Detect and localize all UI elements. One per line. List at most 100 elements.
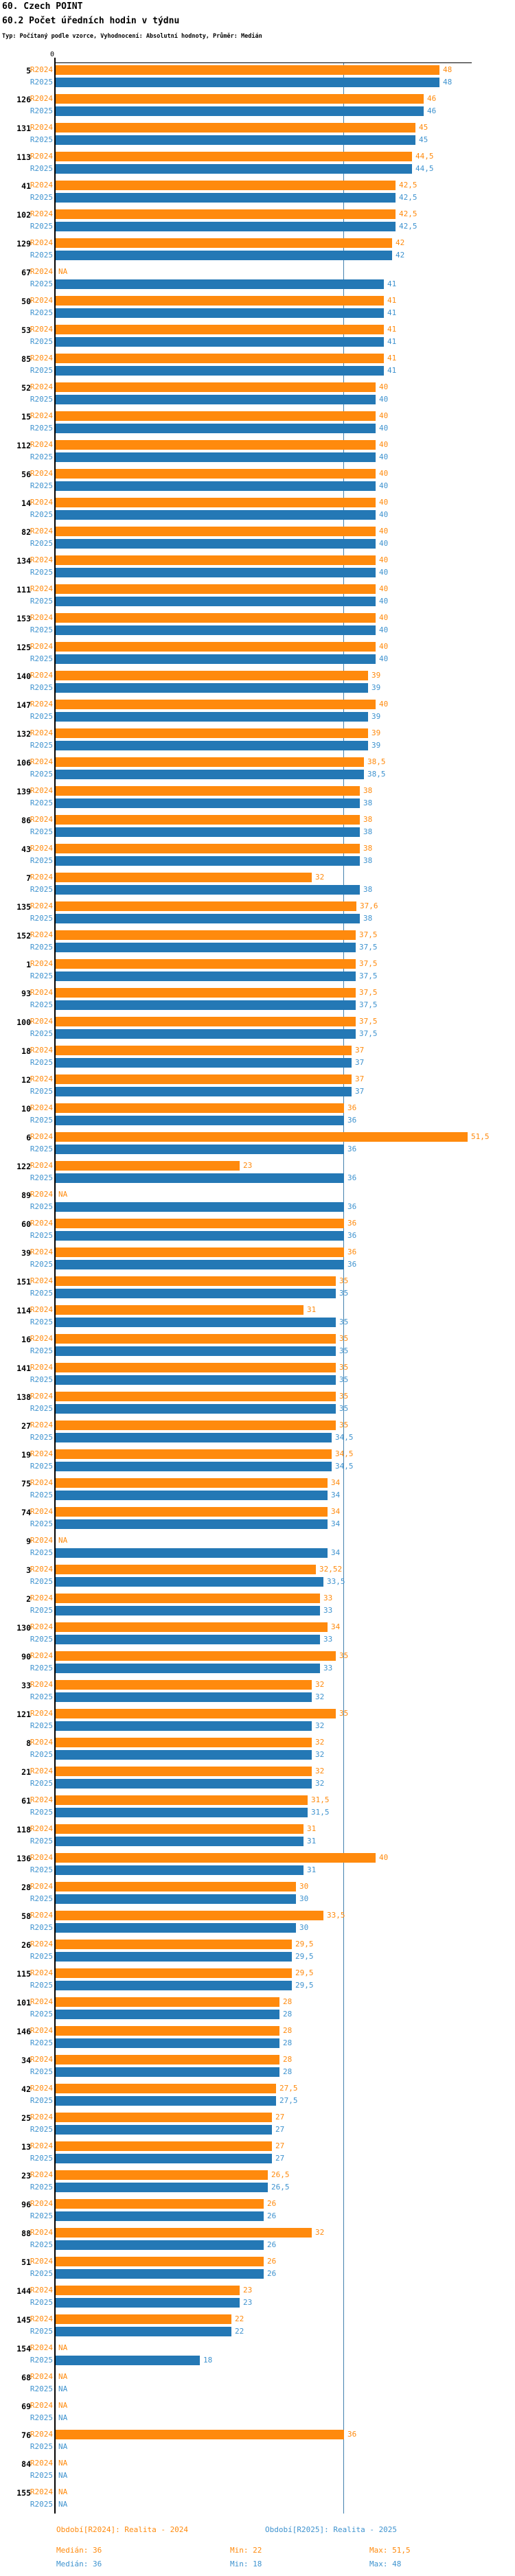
value-label-r2025: 26,5 xyxy=(271,2183,290,2192)
series-label-r2025: R2025 xyxy=(30,712,53,721)
series-label-r2024: R2024 xyxy=(30,844,53,853)
bar-r2024 xyxy=(56,1853,376,1863)
bar-r2024 xyxy=(56,728,368,738)
series-label-r2025: R2025 xyxy=(30,424,53,433)
value-label-r2025: 34,5 xyxy=(335,1462,354,1471)
row-label: 89 xyxy=(21,1191,31,1200)
series-label-r2024: R2024 xyxy=(30,2228,53,2237)
value-label-r2024: 39 xyxy=(371,728,381,737)
bar-r2024 xyxy=(56,1507,328,1517)
chart-row-75: 75 R2024 R2025 34 34 xyxy=(0,1477,515,1506)
row-label: 145 xyxy=(16,2315,31,2325)
stat-2024-min: Min: 22 xyxy=(230,2546,262,2555)
bar-r2024 xyxy=(56,815,360,825)
bar-r2024 xyxy=(56,873,312,882)
bar-r2024 xyxy=(56,959,356,969)
value-label-r2025: 40 xyxy=(379,654,389,663)
row-label: 16 xyxy=(21,1335,31,1344)
chart-row-27: 27 R2024 R2025 35 34,5 xyxy=(0,1419,515,1448)
value-label-r2024: 27,5 xyxy=(279,2084,298,2093)
value-label-r2025: 38 xyxy=(363,798,373,807)
series-label-r2025: R2025 xyxy=(30,1289,53,1298)
series-label-r2024: R2024 xyxy=(30,1392,53,1401)
chart-row-14: 14 R2024 R2025 40 40 xyxy=(0,496,515,525)
bar-r2025 xyxy=(56,914,360,923)
bar-r2024 xyxy=(56,2257,264,2266)
value-label-r2025: 28 xyxy=(283,2010,293,2019)
bar-r2025 xyxy=(56,135,415,145)
row-label: 27 xyxy=(21,1421,31,1431)
bar-r2025 xyxy=(56,1606,320,1615)
value-label-r2024: 32 xyxy=(315,2228,325,2237)
value-label-r2025: 39 xyxy=(371,712,381,721)
chart-row-153: 153 R2024 R2025 40 40 xyxy=(0,612,515,641)
bar-r2024 xyxy=(56,1594,320,1603)
row-label: 34 xyxy=(21,2056,31,2065)
bar-r2025 xyxy=(56,770,364,779)
bar-r2024 xyxy=(56,1017,356,1026)
value-label-r2024: 23 xyxy=(243,1161,253,1170)
chart-row-111: 111 R2024 R2025 40 40 xyxy=(0,583,515,612)
value-label-r2024: 40 xyxy=(379,642,389,651)
bar-r2024 xyxy=(56,1680,312,1690)
row-label: 42 xyxy=(21,2084,31,2094)
value-label-r2025: 31 xyxy=(307,1837,317,1845)
series-label-r2025: R2025 xyxy=(30,1721,53,1730)
series-label-r2024: R2024 xyxy=(30,959,53,968)
y-axis-line xyxy=(54,58,56,2514)
value-label-r2025: 38 xyxy=(363,827,373,836)
bar-r2025 xyxy=(56,1231,344,1241)
bar-r2024 xyxy=(56,1824,304,1834)
bar-r2024 xyxy=(56,411,376,421)
value-label-r2025: 29,5 xyxy=(295,1952,314,1961)
series-label-r2025: R2025 xyxy=(30,568,53,577)
value-label-r2024: 26 xyxy=(267,2199,277,2208)
chart-row-135: 135 R2024 R2025 37,6 38 xyxy=(0,900,515,929)
bar-r2024 xyxy=(56,1565,316,1574)
value-label-r2024: 33,5 xyxy=(327,1911,345,1920)
value-label-r2025: NA xyxy=(58,2384,68,2393)
value-label-r2024: 42,5 xyxy=(399,181,417,189)
row-label: 8 xyxy=(26,1738,31,1748)
value-label-r2024: 41 xyxy=(387,296,397,305)
chart-row-129: 129 R2024 R2025 42 42 xyxy=(0,237,515,266)
value-label-r2024: 23 xyxy=(243,2286,253,2295)
value-label-r2025: 40 xyxy=(379,452,389,461)
value-label-r2024: 40 xyxy=(379,1853,389,1862)
series-label-r2025: R2025 xyxy=(30,683,53,692)
series-label-r2025: R2025 xyxy=(30,1029,53,1038)
value-label-r2024: 37,5 xyxy=(359,930,378,939)
bar-r2025 xyxy=(56,481,376,491)
series-label-r2024: R2024 xyxy=(30,1767,53,1775)
series-label-r2025: R2025 xyxy=(30,2471,53,2480)
row-label: 111 xyxy=(16,585,31,595)
chart-row-121: 121 R2024 R2025 35 32 xyxy=(0,1707,515,1736)
bar-r2024 xyxy=(56,1046,352,1055)
value-label-r2024: 32 xyxy=(315,1738,325,1747)
chart-row-130: 130 R2024 R2025 34 33 xyxy=(0,1621,515,1650)
series-label-r2024: R2024 xyxy=(30,382,53,391)
series-label-r2025: R2025 xyxy=(30,856,53,865)
bar-r2025 xyxy=(56,1318,336,1327)
chart-row-138: 138 R2024 R2025 35 35 xyxy=(0,1390,515,1419)
value-label-r2024: 40 xyxy=(379,527,389,536)
bar-r2025 xyxy=(56,2067,279,2077)
series-label-r2025: R2025 xyxy=(30,1231,53,1240)
value-label-r2024: 35 xyxy=(339,1392,349,1401)
series-label-r2024: R2024 xyxy=(30,1334,53,1343)
series-label-r2024: R2024 xyxy=(30,65,53,74)
chart-row-101: 101 R2024 R2025 28 28 xyxy=(0,1996,515,2025)
chart-row-67: 67 R2024 R2025 NA 41 xyxy=(0,266,515,295)
bar-r2025 xyxy=(56,1837,304,1846)
series-label-r2025: R2025 xyxy=(30,1894,53,1903)
series-label-r2024: R2024 xyxy=(30,469,53,478)
series-label-r2025: R2025 xyxy=(30,971,53,980)
row-label: 155 xyxy=(16,2488,31,2498)
series-label-r2025: R2025 xyxy=(30,222,53,231)
value-label-r2024: 37,5 xyxy=(359,988,378,997)
bar-r2025 xyxy=(56,1202,344,1212)
chart-row-84: 84 R2024 R2025 NA NA xyxy=(0,2457,515,2486)
series-label-r2024: R2024 xyxy=(30,1449,53,1458)
value-label-r2025: 30 xyxy=(299,1923,309,1932)
series-label-r2025: R2025 xyxy=(30,2096,53,2105)
